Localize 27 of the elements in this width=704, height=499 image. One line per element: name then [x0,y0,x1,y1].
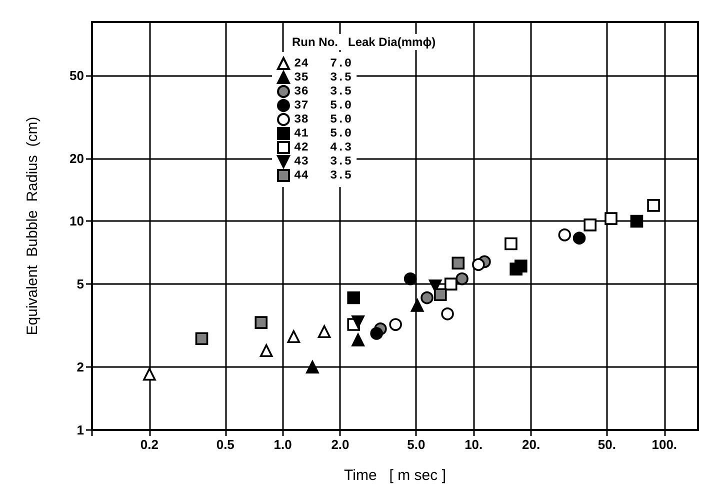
legend-label: 42 4.3 [294,140,352,154]
y-tick-label: 2 [76,360,84,375]
y-tick-label: 5 [76,276,84,292]
x-tick-label: 100. [652,437,678,452]
x-tick-label: 2.0 [331,437,350,452]
legend-label: 41 5.0 [294,126,352,140]
y-tick-label: 50 [70,68,84,83]
x-tick-label: 1.0 [274,437,292,452]
x-tick-label: 5.0 [407,437,426,452]
legend-label: 37 5.0 [294,98,352,112]
y-axis-title: Equivalent Bubble Radius (cm) [24,116,41,336]
y-tick-label: 10 [70,214,84,229]
x-tick-label: 50. [598,437,616,452]
legend-label: 44 3.5 [294,168,352,182]
legend-label: 36 3.5 [294,84,352,98]
x-axis-title: Time [ m sec ] [344,467,446,484]
y-tick-label: 1 [76,422,84,438]
legend-title: Run No. Leak Dia(mmϕ) [292,35,436,49]
x-tick-label: 0.5 [216,437,234,452]
x-tick-label: 20. [522,437,540,452]
y-tick-label: 20 [70,150,84,166]
legend-label: 35 3.5 [294,70,352,84]
x-tick-label: 0.2 [140,437,158,452]
x-tick-label: 10. [464,437,483,452]
legend-label: 24 7.0 [294,56,352,70]
legend-label: 38 5.0 [294,112,352,126]
legend-label: 43 3.5 [294,154,352,168]
